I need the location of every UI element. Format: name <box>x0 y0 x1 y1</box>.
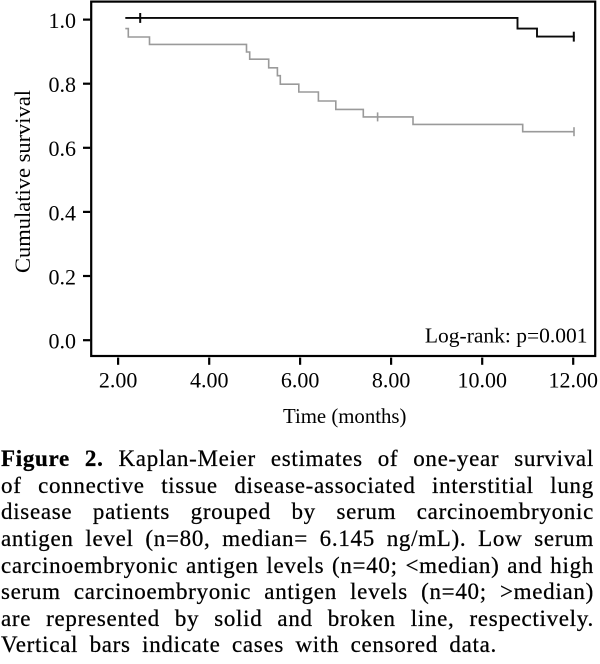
svg-text:12.00: 12.00 <box>548 368 598 393</box>
svg-text:6.00: 6.00 <box>281 368 320 393</box>
svg-text:2.00: 2.00 <box>99 368 138 393</box>
svg-text:0.6: 0.6 <box>49 136 77 161</box>
svg-text:Cumulative survival: Cumulative survival <box>10 90 35 273</box>
svg-text:4.00: 4.00 <box>190 368 229 393</box>
svg-text:0.2: 0.2 <box>49 264 77 289</box>
svg-text:10.00: 10.00 <box>457 368 507 393</box>
svg-text:0.4: 0.4 <box>49 200 77 225</box>
svg-text:0.8: 0.8 <box>49 72 77 97</box>
svg-text:Time (months): Time (months) <box>283 405 407 428</box>
svg-text:1.0: 1.0 <box>49 8 77 33</box>
svg-text:0.0: 0.0 <box>49 329 77 354</box>
svg-text:Log-rank: p=0.001: Log-rank: p=0.001 <box>425 324 588 348</box>
svg-text:8.00: 8.00 <box>372 368 411 393</box>
